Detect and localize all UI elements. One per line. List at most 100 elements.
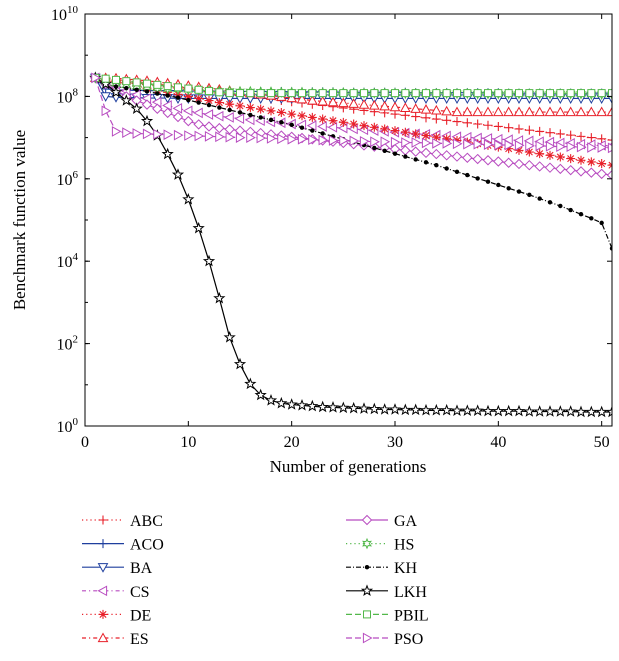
data-point-de [586,157,596,167]
data-point-lkh [440,403,453,416]
data-point-lkh [213,291,226,304]
legend-item-ba: BA [82,560,153,577]
data-point-es [585,106,597,117]
series-ga [90,72,612,181]
data-point-ga [224,124,235,135]
data-point-pso [111,126,122,137]
data-point-pbil [277,89,286,98]
legend-label-de: DE [130,607,151,624]
data-point-es [503,106,515,117]
data-point-es [399,102,411,113]
data-point-kh [434,163,439,168]
data-point-ga [172,111,184,123]
data-point-pbil [174,83,182,92]
data-point-de [566,154,576,164]
data-point-pso [587,142,597,153]
data-point-cs [224,112,234,123]
y-tick-label: 108 [57,86,79,106]
data-point-de [338,117,348,127]
data-point-kh [413,157,418,162]
data-point-pso [463,138,473,150]
x-tick-label: 50 [594,434,610,451]
data-point-pbil [577,89,585,98]
legend-label-es: ES [130,631,149,648]
data-point-de [411,129,421,139]
data-point-pbil [494,89,503,98]
data-point-ga [544,162,556,173]
data-point-de [256,104,266,114]
data-point-pso [297,133,308,145]
y-axis-label: Benchmark function value [10,130,29,310]
data-point-abc [545,128,555,138]
data-point-es [306,94,318,105]
data-point-abc [473,119,483,129]
data-point-pbil [484,89,492,98]
data-point-ga [596,168,607,180]
data-point-de [545,150,555,160]
legend-marker-lkh [360,584,374,597]
data-point-pso [153,128,163,140]
data-point-kh [258,115,263,120]
legend-item-pso: PSO [346,631,423,648]
data-point-de [276,107,286,117]
data-point-ga [513,158,525,170]
data-point-pso [494,139,504,151]
legend-marker-hs [362,537,372,550]
data-point-ga [503,157,514,168]
data-point-kh [496,182,501,188]
data-point-abc [504,123,514,133]
data-point-kh [382,148,387,153]
data-point-pbil [535,89,544,98]
data-point-abc [514,124,524,134]
data-point-pbil [391,89,399,98]
data-point-pso [411,137,422,148]
data-point-cs [244,114,255,126]
data-point-pso [452,138,463,150]
data-point-kh [589,216,594,221]
data-point-pso [370,136,380,148]
data-point-cs [317,121,327,132]
legend-label-hs: HS [394,537,414,554]
data-point-es [327,96,339,107]
data-point-lkh [275,396,288,409]
data-point-de [235,101,245,111]
data-point-es [389,101,401,112]
data-point-abc [462,118,472,128]
data-point-kh [175,95,181,100]
data-point-lkh [295,398,309,411]
x-tick-label: 40 [490,434,506,451]
data-point-ga [183,115,194,127]
data-point-lkh [388,403,402,415]
data-point-es [482,106,494,117]
data-point-pbil [318,89,327,98]
x-tick-label: 30 [387,434,403,451]
data-point-lkh [512,404,526,417]
x-axis-label: Number of generations [270,457,427,476]
data-point-lkh [378,403,391,415]
data-point-lkh [223,330,236,343]
data-point-de [504,144,514,154]
data-point-pbil [112,75,120,84]
data-point-lkh [326,401,340,413]
data-point-de [318,114,328,124]
data-point-lkh [140,114,154,127]
data-point-pso [401,137,411,148]
data-point-es [410,103,422,113]
data-point-es [451,106,463,117]
data-point-de [297,111,307,121]
data-point-cs [203,109,214,120]
data-point-ga [410,146,421,157]
data-point-de [400,127,410,137]
data-point-kh [206,102,212,108]
data-point-lkh [306,399,319,412]
data-point-pbil [143,79,151,88]
data-point-pso [318,134,329,146]
legend-marker-pbil [363,610,371,619]
data-point-es [461,106,473,117]
legend-item-kh: KH [346,560,418,577]
data-point-ga [575,166,587,177]
data-point-pso [225,131,236,143]
data-point-es [420,104,432,114]
data-point-pbil [101,74,110,83]
data-point-lkh [533,405,546,417]
